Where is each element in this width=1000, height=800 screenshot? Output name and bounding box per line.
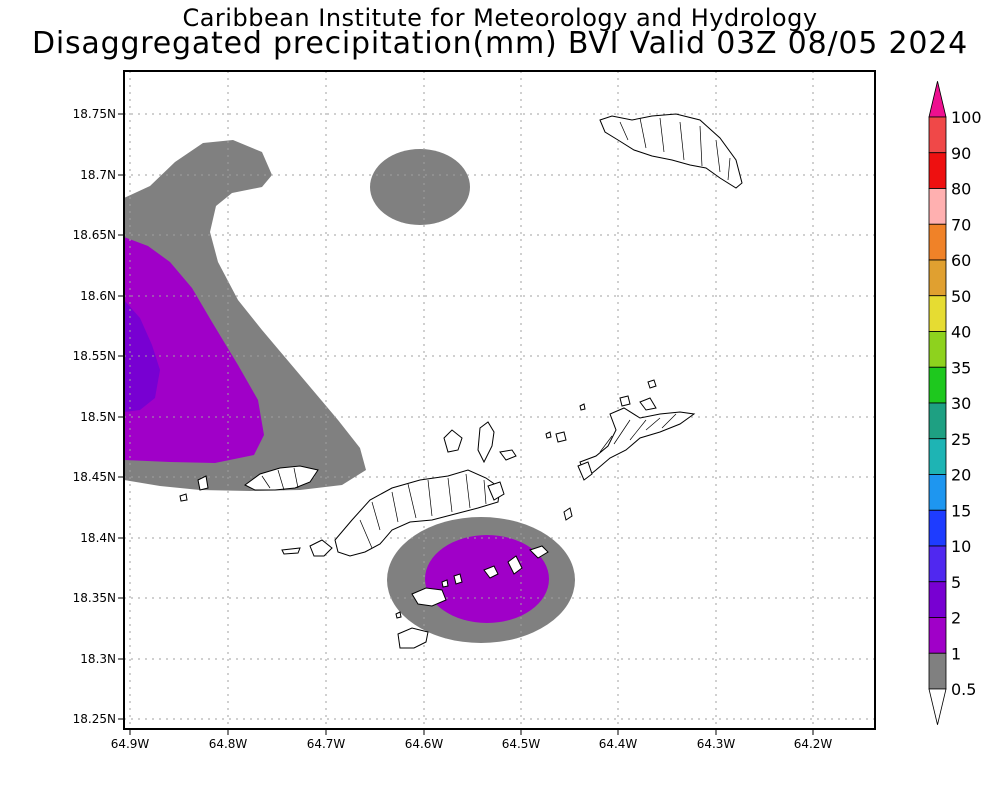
x-tick-label: 64.4W [599, 737, 638, 751]
colorbar-label: 25 [951, 430, 971, 449]
colorbar-swatch [928, 259, 947, 297]
colorbar-swatch [928, 509, 947, 547]
island-great-dog [563, 507, 573, 521]
axis-ticks [118, 113, 814, 735]
colorbar-swatch [928, 617, 947, 654]
precip-area-south-1-2mm [425, 535, 549, 623]
colorbar-swatch [928, 331, 947, 368]
island-beef-island [487, 481, 505, 501]
colorbar-swatch [928, 652, 947, 690]
colorbar-label: 15 [951, 501, 971, 520]
y-tick-label: 18.55N [73, 349, 116, 363]
map-gridlines [124, 71, 875, 729]
colorbar-label: 35 [951, 358, 971, 377]
x-axis-labels: 64.9W 64.8W 64.7W 64.6W 64.5W 64.4W 64.3… [111, 737, 833, 751]
island-small-ne [579, 403, 586, 411]
island-ginger [507, 555, 523, 575]
y-tick-label: 18.5N [80, 410, 116, 424]
colorbar-swatch [928, 366, 947, 404]
map-title: Disaggregated precipitation(mm) BVI Vali… [31, 26, 969, 61]
map-frame [123, 70, 876, 730]
colorbar-swatch [928, 116, 947, 154]
colorbar-swatch [928, 295, 947, 332]
island-scrub [577, 461, 593, 481]
island-great-camanoe [477, 421, 495, 464]
y-tick-label: 18.65N [73, 228, 116, 242]
colorbar-swatch [928, 402, 947, 440]
colorbar: 100 90 80 70 60 50 40 35 30 25 20 15 10 5 2 1 0.5 [928, 81, 982, 725]
precip-area-north-0.5-1mm [370, 149, 470, 225]
colorbar-label: 40 [951, 323, 971, 342]
x-tick-label: 64.7W [307, 737, 346, 751]
island-tortola [334, 469, 501, 557]
island-norman [411, 587, 447, 607]
colorbar-swatch [928, 188, 947, 225]
colorbar-swatch [928, 152, 947, 189]
island-anegada [599, 113, 743, 189]
island-jost-van-dyke [244, 465, 319, 491]
precip-area-west-1-2mm [124, 237, 264, 463]
island-little-jost [197, 475, 209, 491]
colorbar-swatch [928, 474, 947, 511]
colorbar-label: 5 [951, 573, 961, 592]
island-outlines [179, 113, 743, 649]
y-axis-labels: 18.75N 18.7N 18.65N 18.6N 18.55N 18.5N 1… [73, 107, 116, 726]
colorbar-label: 10 [951, 537, 971, 556]
y-tick-label: 18.4N [80, 531, 116, 545]
island-salt [397, 627, 429, 649]
y-tick-label: 18.6N [80, 289, 116, 303]
y-tick-label: 18.25N [73, 712, 116, 726]
colorbar-label: 70 [951, 215, 971, 234]
island-virgin-gorda [579, 407, 696, 479]
island-eustatia [639, 397, 657, 411]
colorbar-swatch [928, 688, 947, 725]
colorbar-swatch [928, 81, 947, 118]
institution-title: Caribbean Institute for Meteorology and … [182, 4, 818, 32]
precip-area-west-2-5mm [124, 300, 160, 412]
colorbar-label: 60 [951, 251, 971, 270]
colorbar-label: 0.5 [951, 680, 976, 699]
colorbar-label: 2 [951, 609, 961, 628]
x-tick-label: 64.2W [794, 737, 833, 751]
island-west-end-cay [281, 547, 301, 555]
x-tick-label: 64.6W [405, 737, 444, 751]
y-tick-label: 18.35N [73, 591, 116, 605]
island-small-sw [179, 493, 188, 502]
x-tick-label: 64.8W [209, 737, 248, 751]
y-tick-label: 18.3N [80, 652, 116, 666]
x-tick-label: 64.3W [697, 737, 736, 751]
y-tick-label: 18.45N [73, 470, 116, 484]
colorbar-swatch [928, 438, 947, 475]
island-peter-island [309, 539, 333, 557]
colorbar-label: 50 [951, 287, 971, 306]
island-necker [647, 379, 657, 389]
x-tick-label: 64.9W [111, 737, 150, 751]
island-prickly-pear [619, 395, 631, 407]
colorbar-swatch [928, 223, 947, 261]
island-small-s [395, 611, 402, 619]
colorbar-label: 80 [951, 180, 971, 199]
island-fallen-jerusalem [529, 545, 549, 559]
colorbar-label: 90 [951, 144, 971, 163]
island-small-m [441, 579, 449, 588]
island-guana [443, 429, 463, 453]
island-small-w [545, 431, 552, 439]
island-subdivisions [261, 117, 731, 549]
island-west-dog [555, 431, 567, 443]
colorbar-label: 1 [951, 644, 961, 663]
colorbar-label: 30 [951, 394, 971, 413]
colorbar-label: 20 [951, 466, 971, 485]
island-small-c [453, 573, 463, 585]
island-marina-cay [499, 449, 517, 461]
y-tick-label: 18.7N [80, 168, 116, 182]
y-tick-label: 18.75N [73, 107, 116, 121]
x-tick-label: 64.5W [502, 737, 541, 751]
colorbar-label: 100 [951, 108, 982, 127]
colorbar-swatch [928, 581, 947, 618]
island-cooper [483, 565, 499, 579]
colorbar-swatch [928, 545, 947, 583]
